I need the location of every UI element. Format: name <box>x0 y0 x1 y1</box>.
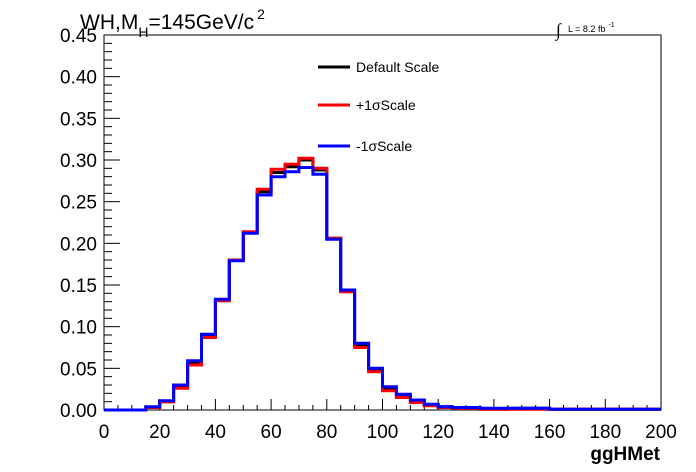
x-tick-label: 100 <box>367 422 399 443</box>
x-tick-label: 20 <box>149 422 170 443</box>
y-tick-label: 0.05 <box>60 359 97 380</box>
luminosity-label: L = 8.2 fb -1 <box>568 22 615 34</box>
x-axis-title: ggHMet <box>590 444 660 465</box>
y-tick-label: 0.00 <box>60 401 97 422</box>
y-tick-label: 0.35 <box>60 109 97 130</box>
x-tick-label: 140 <box>478 422 510 443</box>
y-tick-label: 0.20 <box>60 234 97 255</box>
legend-label-plus: +1σScale <box>356 97 416 113</box>
x-tick-label: 200 <box>645 422 677 443</box>
x-tick-label: 160 <box>534 422 566 443</box>
x-tick-label: 0 <box>99 422 110 443</box>
chart-title-subscript: H <box>138 24 148 40</box>
x-tick-label: 120 <box>422 422 454 443</box>
chart-title-prefix: WH,M <box>80 11 138 34</box>
luminosity-text: L = 8.2 fb <box>568 24 605 34</box>
chart-title-superscript: 2 <box>257 6 265 22</box>
series-line-2 <box>104 166 661 412</box>
legend-label-default: Default Scale <box>356 59 439 75</box>
y-tick-label: 0.40 <box>60 68 97 89</box>
x-tick-label: 180 <box>589 422 621 443</box>
y-tick-label: 0.10 <box>60 318 97 339</box>
y-tick-label: 0.45 <box>60 26 97 47</box>
legend-label-minus: -1σScale <box>356 138 412 154</box>
luminosity-integral: ∫ <box>555 20 562 41</box>
luminosity-superscript: -1 <box>608 22 614 29</box>
chart-title: WH,MH=145GeV/c 2 <box>80 6 265 40</box>
y-tick-label: 0.15 <box>60 276 97 297</box>
y-tick-label: 0.25 <box>60 193 97 214</box>
y-tick-label: 0.30 <box>60 151 97 172</box>
series-lines <box>104 156 661 412</box>
chart-title-main: =145GeV/c <box>148 11 254 34</box>
x-tick-label: 60 <box>261 422 282 443</box>
x-tick-label: 40 <box>205 422 226 443</box>
x-tick-label: 80 <box>316 422 337 443</box>
legend: Default Scale +1σScale -1σScale <box>318 59 439 154</box>
tick-labels: 0 20 40 60 80 100 120 140 160 180 200 0.00 0.05 0.10 0… <box>60 26 677 443</box>
